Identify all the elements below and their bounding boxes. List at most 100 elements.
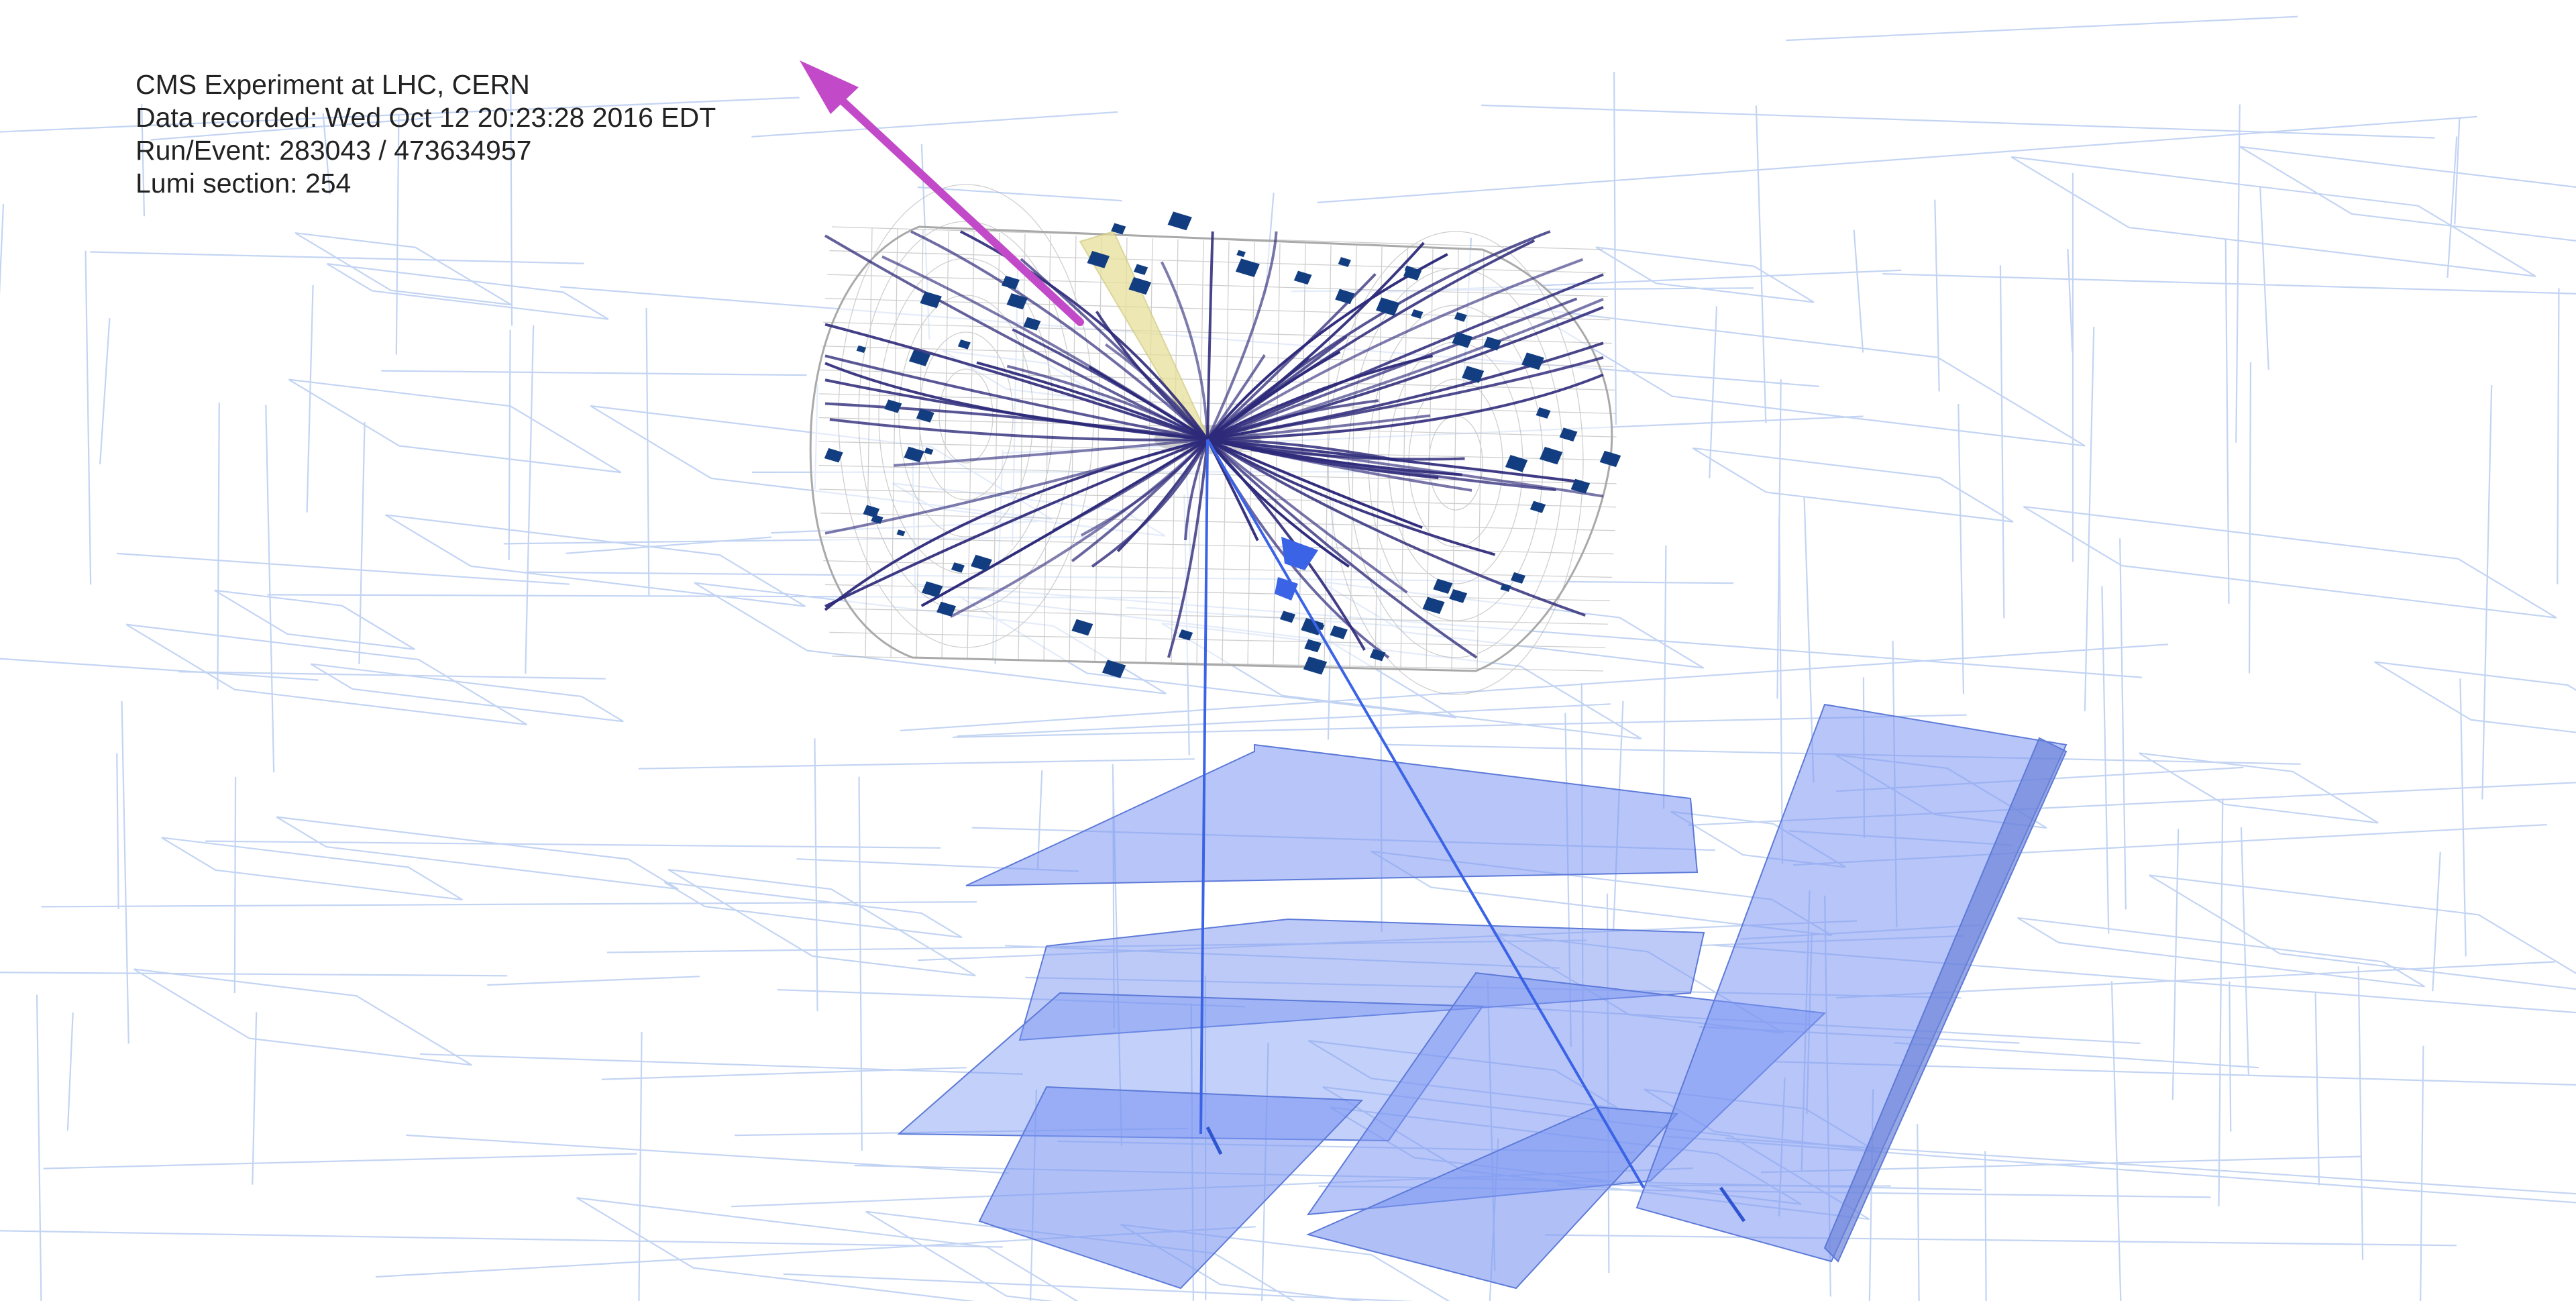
muon-chamber bbox=[1635, 703, 2068, 1263]
wireframe-line bbox=[2110, 981, 2122, 1301]
energy-deposit bbox=[1505, 455, 1528, 472]
energy-deposit bbox=[856, 345, 867, 353]
energy-deposit bbox=[1071, 619, 1093, 636]
energy-deposit bbox=[1006, 293, 1028, 310]
energy-deposit bbox=[1404, 265, 1414, 273]
wireframe-module bbox=[384, 514, 806, 607]
energy-deposit bbox=[1449, 588, 1468, 603]
wireframe-line bbox=[1317, 115, 2477, 204]
energy-deposit bbox=[1178, 629, 1193, 641]
energy-deposit bbox=[824, 448, 843, 463]
wireframe-line bbox=[2240, 827, 2250, 1076]
muon-chamber-side bbox=[1823, 737, 2068, 1263]
wireframe-module bbox=[276, 816, 679, 890]
wireframe-line bbox=[381, 370, 807, 376]
energy-deposit bbox=[1304, 639, 1322, 653]
energy-deposit bbox=[1335, 289, 1355, 305]
wireframe-module bbox=[2239, 146, 2576, 242]
track bbox=[1091, 439, 1209, 568]
wireframe-line bbox=[2235, 104, 2241, 443]
track bbox=[1206, 231, 1214, 440]
track bbox=[1207, 373, 1604, 441]
wireframe-module bbox=[2017, 917, 2425, 988]
wireframe-line bbox=[1803, 496, 1815, 783]
wireframe-module bbox=[214, 589, 415, 650]
wireframe-line bbox=[2314, 991, 2320, 1186]
energy-deposit bbox=[1500, 583, 1511, 592]
wireframe-line bbox=[487, 976, 700, 986]
wireframe-line bbox=[1853, 229, 1864, 353]
energy-deposit bbox=[1529, 501, 1546, 513]
endcap-ring bbox=[878, 258, 1054, 574]
wireframe-module bbox=[125, 623, 528, 726]
wireframe-line bbox=[917, 186, 1122, 202]
energy-deposit bbox=[1483, 336, 1502, 351]
energy-deposit bbox=[904, 446, 924, 463]
track bbox=[1006, 364, 1208, 441]
wireframe-line bbox=[525, 325, 535, 674]
wireframe-line bbox=[116, 753, 119, 910]
energy-deposit bbox=[1338, 257, 1351, 267]
muon-hit bbox=[1205, 1126, 1223, 1155]
wireframe-line bbox=[2101, 586, 2110, 934]
wireframe-line bbox=[1755, 105, 1767, 423]
mesh-line bbox=[827, 274, 1608, 297]
energy-deposit bbox=[1559, 427, 1578, 441]
track bbox=[1206, 258, 1584, 441]
wireframe-line bbox=[141, 104, 146, 217]
wireframe-line bbox=[751, 111, 1118, 138]
wireframe-line bbox=[419, 1053, 1023, 1075]
mesh-line bbox=[890, 229, 898, 658]
track bbox=[1207, 438, 1423, 529]
wireframe-line bbox=[783, 1273, 1415, 1301]
track bbox=[1080, 438, 1209, 537]
energy-deposit bbox=[884, 399, 902, 413]
wireframe-line bbox=[601, 1067, 967, 1080]
energy-deposit bbox=[1330, 625, 1348, 639]
wireframe-line bbox=[2067, 248, 2074, 352]
energy-deposit bbox=[1128, 277, 1152, 295]
track bbox=[1206, 438, 1478, 659]
track bbox=[829, 418, 1208, 441]
wireframe-line bbox=[2459, 678, 2467, 957]
wireframe-line bbox=[2259, 186, 2269, 370]
energy-deposit bbox=[1087, 250, 1110, 268]
lumi-section: Lumi section: 254 bbox=[136, 168, 352, 199]
muon-hit-marks bbox=[1205, 1126, 1746, 1222]
wireframe-line bbox=[814, 738, 818, 1012]
wireframe-line bbox=[358, 422, 366, 664]
wireframe-line bbox=[217, 403, 220, 690]
muon-segment bbox=[1275, 577, 1298, 601]
wireframe-line bbox=[1882, 272, 2576, 295]
track bbox=[894, 438, 1208, 467]
track bbox=[824, 323, 1208, 441]
energy-deposits bbox=[824, 211, 1621, 678]
energy-deposit bbox=[1303, 656, 1328, 675]
energy-deposit bbox=[1111, 223, 1126, 235]
track bbox=[1206, 335, 1348, 441]
wireframe-line bbox=[2119, 538, 2127, 910]
track bbox=[1116, 438, 1209, 552]
wireframe-line bbox=[1984, 1151, 1987, 1301]
muon-hit bbox=[1719, 1186, 1746, 1222]
wireframe-module bbox=[288, 378, 622, 474]
wireframe-module bbox=[2010, 156, 2536, 277]
energy-deposit bbox=[1376, 297, 1400, 316]
energy-deposit bbox=[936, 601, 957, 617]
wireframe-line bbox=[1776, 379, 1782, 699]
track bbox=[1207, 438, 1399, 462]
wireframe-module bbox=[326, 263, 609, 320]
track bbox=[910, 230, 1209, 441]
energy-deposit bbox=[921, 581, 943, 598]
mesh-line bbox=[1145, 238, 1153, 664]
muon-track bbox=[1206, 438, 1645, 1189]
track bbox=[1207, 305, 1604, 441]
energy-deposit bbox=[1235, 258, 1260, 278]
wireframe-line bbox=[2454, 117, 2461, 225]
wireframe-line bbox=[2447, 136, 2458, 278]
track bbox=[1207, 342, 1604, 441]
energy-deposit bbox=[1133, 264, 1148, 275]
track bbox=[1206, 273, 1377, 441]
muon-chamber bbox=[1305, 1106, 1679, 1290]
